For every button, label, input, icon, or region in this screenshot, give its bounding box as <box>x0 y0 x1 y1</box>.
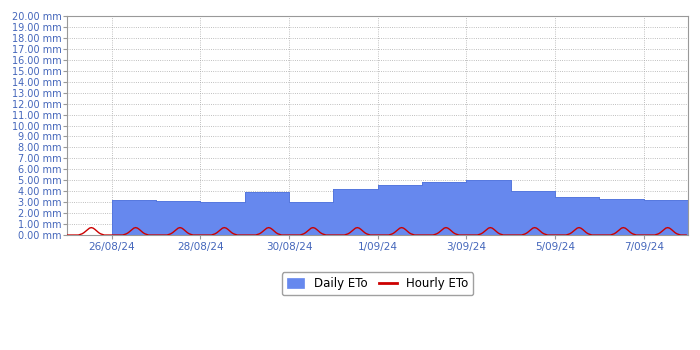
Legend: Daily ETo, Hourly ETo: Daily ETo, Hourly ETo <box>282 272 473 295</box>
